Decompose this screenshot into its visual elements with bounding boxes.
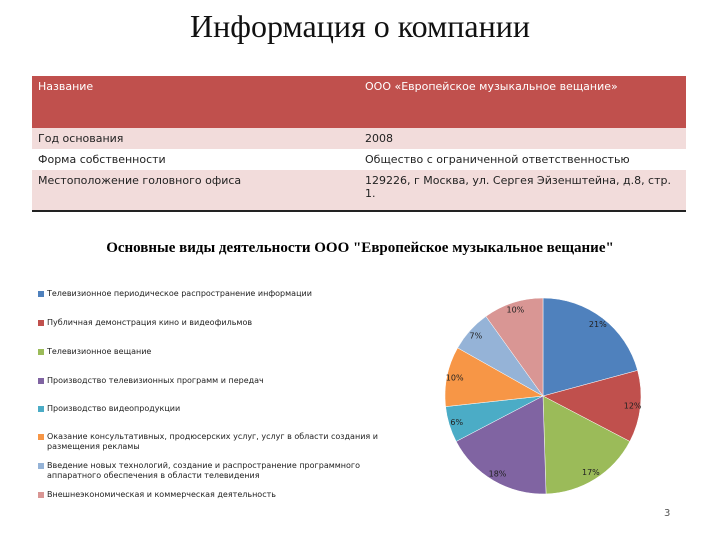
- data-label: 18%: [489, 469, 507, 478]
- cell: 2008: [359, 128, 686, 149]
- legend-item: Телевизионное периодическое распростране…: [38, 289, 398, 299]
- data-label: 21%: [589, 320, 607, 329]
- chart-title: Основные виды деятельности ООО "Европейс…: [106, 240, 614, 256]
- page-number: 3: [664, 508, 671, 519]
- pie-slice: [542, 370, 642, 442]
- legend-label: Производство видеопродукции: [47, 404, 181, 413]
- legend-swatch: [38, 378, 44, 384]
- legend-label: Оказание консультативных, продюсерских у…: [47, 432, 378, 451]
- legend-item: Внешнеэкономическая и коммерческая деяте…: [38, 490, 398, 500]
- cell: Год основания: [32, 128, 359, 149]
- cell: Форма собственности: [32, 149, 359, 170]
- pie-slice: [455, 395, 547, 495]
- legend-label: Введение новых технологий, создание и ра…: [47, 461, 361, 480]
- data-label: 7%: [470, 331, 483, 340]
- legend-item: Публичная демонстрация кино и видеофильм…: [38, 318, 398, 328]
- cell: Местоположение головного офиса: [32, 170, 359, 212]
- legend-label: Производство телевизионных программ и пе…: [47, 376, 264, 385]
- info-table: Название ООО «Европейское музыкальное вещ…: [32, 76, 686, 212]
- data-label: 10%: [446, 373, 464, 382]
- cell: Общество с ограниченной ответственностью: [359, 149, 686, 170]
- header-cell: Название: [32, 76, 359, 128]
- legend-swatch: [38, 291, 44, 297]
- legend-swatch: [38, 349, 44, 355]
- legend-swatch: [38, 406, 44, 412]
- header-cell: ООО «Европейское музыкальное вещание»: [359, 76, 686, 128]
- data-label: 6%: [450, 418, 463, 427]
- legend-item: Введение новых технологий, создание и ра…: [38, 461, 398, 481]
- slide-title: Информация о компании: [190, 8, 530, 44]
- legend-label: Телевизионное периодическое распростране…: [47, 289, 312, 298]
- data-label: 17%: [582, 468, 600, 477]
- legend-swatch: [38, 492, 44, 498]
- pie-slice: [542, 297, 638, 397]
- legend-item: Производство видеопродукции: [38, 404, 398, 414]
- legend-swatch: [38, 463, 44, 469]
- legend-swatch: [38, 434, 44, 440]
- data-label: 10%: [507, 306, 525, 315]
- legend-item: Производство телевизионных программ и пе…: [38, 376, 398, 386]
- data-label: 12%: [624, 401, 642, 410]
- legend-label: Публичная демонстрация кино и видеофильм…: [47, 318, 253, 327]
- legend-item: Оказание консультативных, продюсерских у…: [38, 432, 398, 452]
- cell: 129226, г Москва, ул. Сергея Эйзенштейна…: [359, 170, 686, 212]
- pie-slice: [542, 395, 631, 495]
- legend-label: Внешнеэкономическая и коммерческая деяте…: [47, 490, 276, 499]
- legend-swatch: [38, 320, 44, 326]
- legend-item: Телевизионное вещание: [38, 347, 398, 357]
- legend-label: Телевизионное вещание: [47, 347, 152, 356]
- pie-slice: [485, 297, 544, 397]
